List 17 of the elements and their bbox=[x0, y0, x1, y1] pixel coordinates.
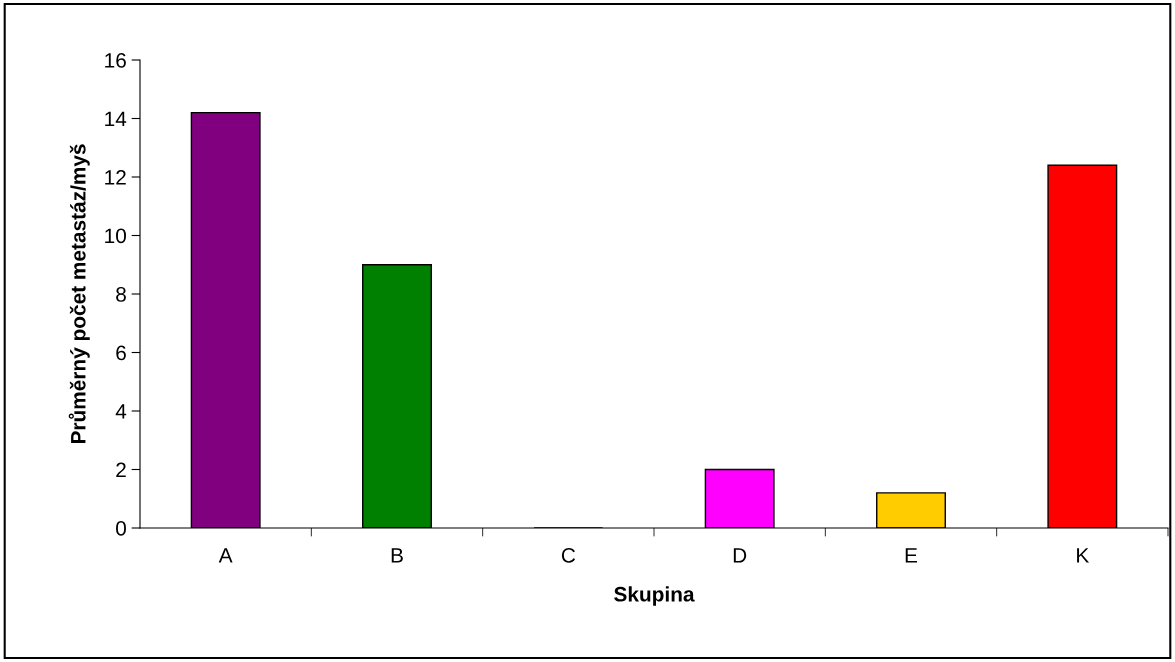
y-tick-label: 8 bbox=[116, 287, 126, 302]
y-tick-label: 0 bbox=[116, 521, 126, 536]
y-tick-label: 14 bbox=[105, 111, 127, 127]
x-tick-label: B bbox=[391, 548, 403, 563]
x-tick-label: A bbox=[218, 548, 233, 563]
y-tick-label: 6 bbox=[116, 345, 126, 361]
x-tick-label: E bbox=[905, 548, 918, 563]
y-tick-label: 2 bbox=[116, 462, 126, 478]
x-tick-label: K bbox=[1077, 548, 1090, 563]
x-tick-label: C bbox=[561, 547, 576, 563]
y-tick-label: 12 bbox=[105, 170, 126, 185]
x-axis-title: Skupina bbox=[614, 586, 695, 606]
x-tick-label: D bbox=[733, 548, 747, 563]
y-tick-label: 10 bbox=[105, 228, 126, 244]
y-axis-title: Průměrný počet metastáz/myš bbox=[68, 144, 90, 444]
y-tick-label: 4 bbox=[115, 404, 127, 419]
y-tick-label: 16 bbox=[105, 53, 126, 68]
